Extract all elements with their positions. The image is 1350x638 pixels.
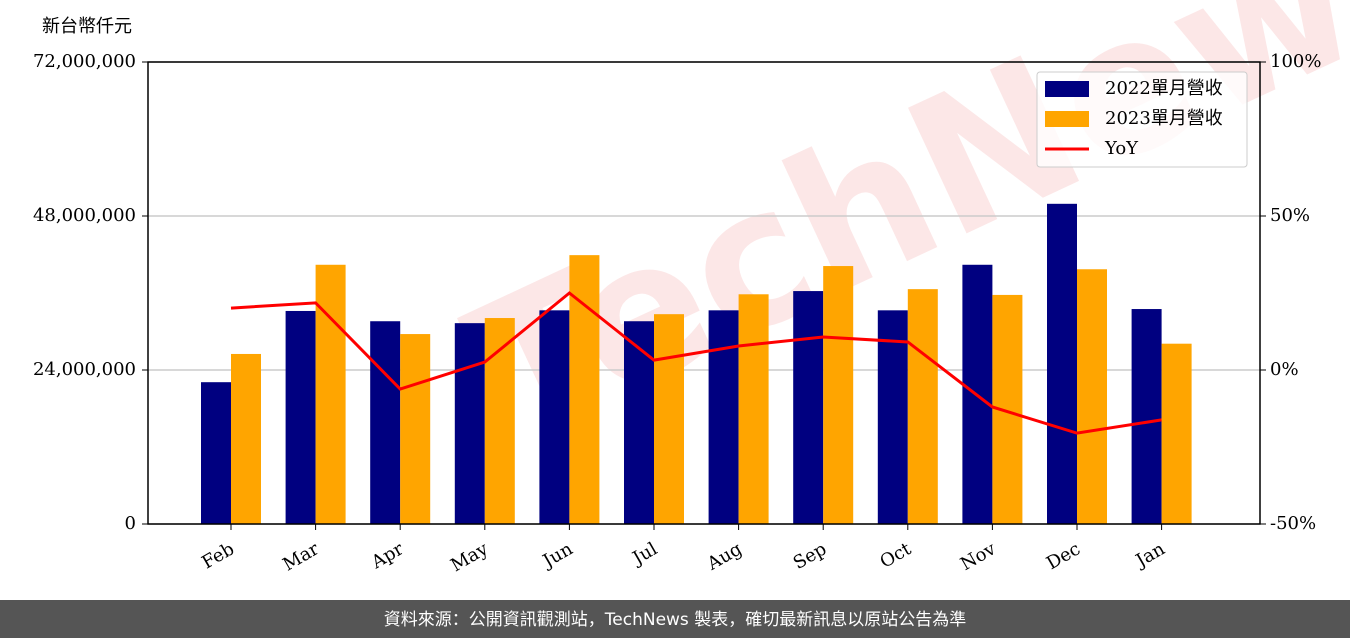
footer: 資料來源：公開資訊觀測站，TechNews 製表，確切最新訊息以原站公告為準 (384, 610, 966, 630)
legend-label: YoY (1104, 138, 1139, 159)
x-tick-label: Sep (790, 538, 830, 573)
y2-tick-label: -50% (1270, 513, 1316, 534)
bar (370, 321, 401, 524)
bar (315, 264, 346, 524)
bar (1161, 343, 1192, 524)
line (230, 291, 1162, 435)
x-tick-label: Mar (279, 538, 323, 575)
bar (400, 334, 431, 524)
bar (454, 323, 485, 524)
bar (569, 255, 600, 524)
x-tick-label: Dec (1043, 538, 1084, 574)
x-tick-label: May (447, 538, 492, 576)
plot-frame (147, 61, 1261, 525)
legend-box (1036, 71, 1248, 168)
legend-label: 2023單月營收 (1105, 108, 1223, 129)
x-tick-label: Nov (957, 538, 1000, 575)
bar (877, 310, 908, 524)
y2-tick-label: 0% (1270, 359, 1299, 380)
legend-swatch (1045, 81, 1089, 97)
y-tick-label: 72,000,000 (33, 51, 136, 72)
y-tick-label: 0 (125, 513, 136, 534)
x-tick-label: Jan (1131, 538, 1169, 572)
footer-bar (0, 600, 1350, 638)
bar (539, 310, 570, 524)
legend-label: 2022單月營收 (1105, 78, 1223, 99)
x-tick-label: Jun (538, 538, 577, 573)
x-tick-label: Oct (877, 538, 916, 573)
bar (654, 314, 684, 524)
x-tick-label: Jul (627, 538, 661, 570)
bar (708, 310, 739, 524)
bar (738, 294, 769, 524)
bar (793, 291, 824, 524)
y2-tick-label: 100% (1270, 51, 1321, 72)
x-tick-label: Aug (703, 538, 746, 575)
y2-tick-label: 50% (1270, 205, 1310, 226)
y-tick-label: 24,000,000 (33, 359, 136, 380)
bar (624, 321, 654, 524)
bar (823, 266, 854, 524)
bar (1077, 269, 1107, 524)
bar (907, 289, 938, 524)
bar (484, 318, 515, 524)
bar (201, 382, 231, 524)
y-tick-label: 48,000,000 (33, 205, 136, 226)
bar (231, 353, 261, 524)
bar (1131, 309, 1162, 524)
bar (1047, 203, 1077, 524)
bar (285, 310, 316, 524)
x-tick-label: Feb (198, 538, 238, 573)
legend-swatch (1045, 111, 1089, 127)
y-axis-label: 新台幣仟元 (42, 16, 132, 37)
x-tick-label: Apr (367, 538, 407, 573)
